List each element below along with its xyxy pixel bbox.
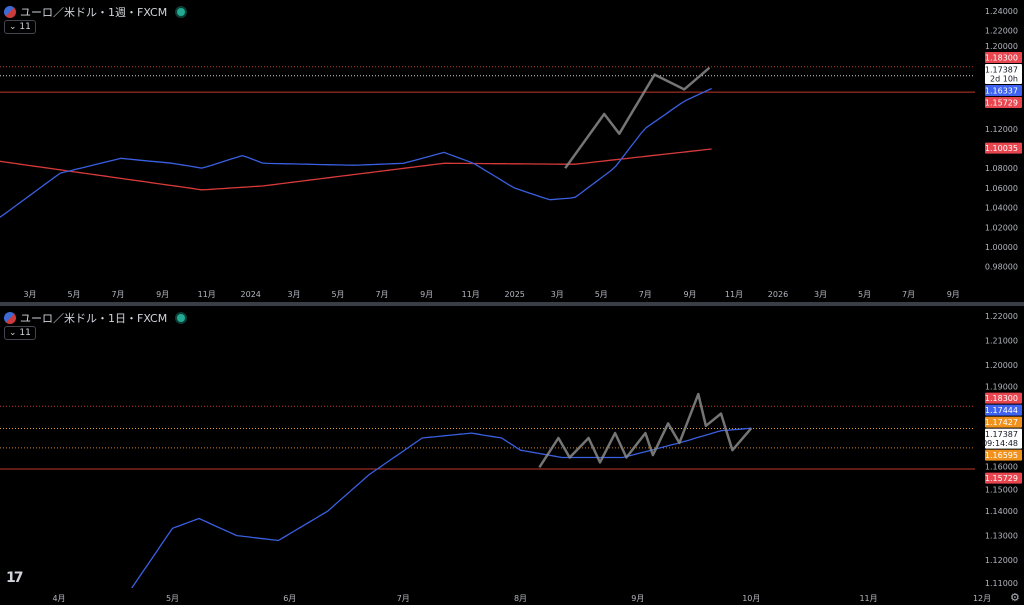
time-tick-label: 9月 [683,290,696,299]
price-label: 1.16595 [985,451,1018,460]
price-tick-label: 1.08000 [985,164,1018,173]
price-tick-label: 1.13000 [985,532,1018,541]
countdown-label: 09:14:48 [982,439,1018,448]
price-tick-label: 1.16000 [985,463,1018,472]
daily-legend: ユーロ／米ドル・1日・FXCM [4,310,186,326]
price-tick-label: 1.20000 [985,361,1018,370]
price-tick-label: 1.00000 [985,243,1018,252]
time-tick-label: 2025 [505,290,525,299]
time-tick-label: 5月 [331,290,344,299]
gear-icon[interactable]: ⚙ [1010,591,1020,604]
currency-flag-icon [4,312,16,324]
time-tick-label: 10月 [742,594,760,603]
time-tick-label: 7月 [375,290,388,299]
price-label: 1.15729 [985,99,1018,108]
price-tick-label: 1.02000 [985,223,1018,232]
price-label-box [985,428,1022,449]
price-label: 1.18300 [985,394,1018,403]
time-tick-label: 9月 [631,594,644,603]
time-tick-label: 11月 [725,290,743,299]
indicators-toggle[interactable]: ⌄ 11 [4,326,36,340]
price-label: 1.10035 [985,144,1018,153]
indicator-count: 11 [19,22,31,32]
currency-flag-icon [4,6,16,18]
time-tick-label: 2024 [241,290,261,299]
panel-divider[interactable] [0,302,1024,306]
price-tick-label: 1.06000 [985,184,1018,193]
time-tick-label: 4月 [52,594,65,603]
zigzag-line [538,392,753,468]
time-tick-label: 7月 [639,290,652,299]
indicator-count: 11 [19,328,31,338]
price-label: 1.17387 [985,66,1018,75]
symbol-title[interactable]: ユーロ／米ドル・1週・FXCM [20,6,168,19]
price-tick-label: 1.22000 [985,312,1018,321]
weekly-chart[interactable]: 3月 5月 7月 9月 11月 2024 3月 5月 7月 9月 11月 2025 3月 5月 7月 9月 11… [0,0,1024,302]
weekly-legend: ユーロ／米ドル・1週・FXCM [4,4,186,20]
plot-area [0,392,975,588]
moving-average-red [0,148,712,191]
time-tick-label: 3月 [287,290,300,299]
time-tick-label: 5月 [166,594,179,603]
price-label-box [985,392,1022,404]
price-label-box [985,472,1022,484]
time-tick-label: 6月 [283,594,296,603]
price-label: 1.16337 [985,87,1018,96]
time-tick-label: 9月 [156,290,169,299]
zigzag-line [564,66,711,169]
plot-area [0,66,975,218]
price-label-box [985,404,1022,416]
price-label-box [985,416,1022,428]
price-label-box [985,85,1022,97]
price-label: 1.17387 [985,430,1018,439]
time-tick-label: 11月 [198,290,216,299]
tradingview-logo[interactable]: 17 [6,570,24,586]
time-tick-label: 5月 [67,290,80,299]
daily-chart[interactable]: 4月 5月 6月 7月 8月 9月 10月 11月 12月 1.22000 1.21000 1.200… [0,306,1024,605]
time-tick-label: 7月 [111,290,124,299]
time-tick-label: 11月 [859,594,877,603]
price-tick-label: 1.21000 [985,336,1018,345]
price-tick-label: 0.98000 [985,263,1018,272]
time-tick-label: 2026 [768,290,788,299]
moving-average-blue [130,427,752,588]
price-tick-label: 1.19000 [985,383,1018,392]
time-tick-label: 12月 [973,594,991,603]
time-tick-label: 5月 [595,290,608,299]
price-tick-label: 1.12000 [985,556,1018,565]
price-tick-label: 1.04000 [985,204,1018,213]
indicators-toggle[interactable]: ⌄ 11 [4,20,36,34]
time-tick-label: 5月 [858,290,871,299]
price-label-box [985,142,1022,154]
symbol-title[interactable]: ユーロ／米ドル・1日・FXCM [20,312,168,325]
price-tick-label: 1.12000 [985,125,1018,134]
price-label: 1.17427 [985,418,1018,427]
price-label-box [985,52,1022,64]
time-tick-label: 7月 [902,290,915,299]
moving-average-blue [0,87,712,218]
time-tick-label: 3月 [23,290,36,299]
price-label: 1.15729 [985,474,1018,483]
market-status-icon [177,8,186,16]
price-tick-label: 1.20000 [985,42,1018,51]
price-tick-label: 1.11000 [985,579,1018,588]
time-tick-label: 8月 [514,594,527,603]
price-label: 1.18300 [985,54,1018,63]
time-tick-label: 7月 [397,594,410,603]
market-status-icon [177,314,186,322]
price-tick-label: 1.15000 [985,486,1018,495]
time-tick-label: 9月 [947,290,960,299]
time-tick-label: 11月 [462,290,480,299]
price-tick-label: 1.14000 [985,507,1018,516]
price-tick-label: 1.24000 [985,7,1018,16]
price-label-box [985,97,1022,109]
countdown-label: 2d 10h [990,75,1018,84]
price-tick-label: 1.22000 [985,26,1018,35]
time-tick-label: 3月 [814,290,827,299]
price-label-box [985,449,1022,461]
time-tick-label: 9月 [420,290,433,299]
price-label: 1.17444 [985,406,1018,415]
price-label-box [985,64,1022,85]
time-tick-label: 3月 [551,290,564,299]
